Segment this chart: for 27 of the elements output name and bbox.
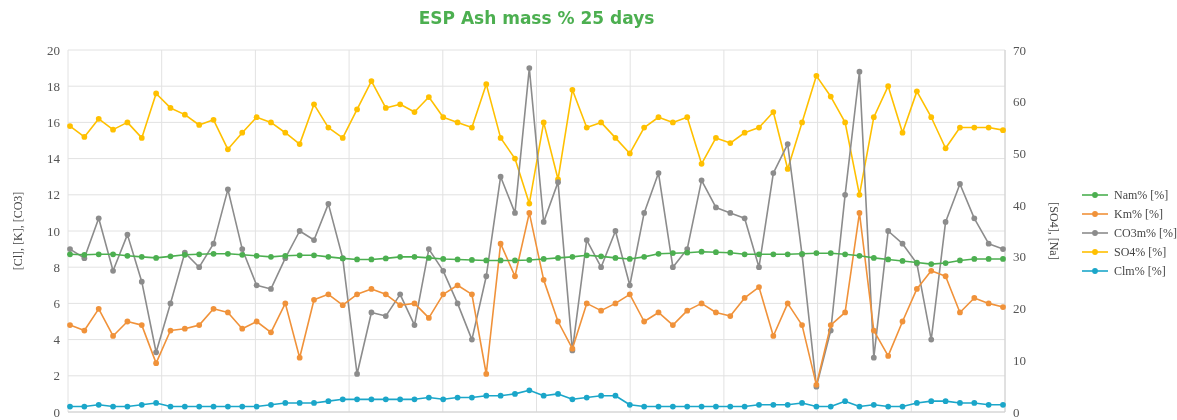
y2-tick-label: 70 [1013,42,1026,58]
y2-axis-title: [SO4], [Na] [1047,202,1061,260]
y-tick-label: 6 [53,295,61,311]
legend-label: Km% [%] [1114,207,1163,222]
y2-tick-label: 50 [1013,145,1026,161]
y2-tick-label: 40 [1013,197,1026,213]
y-tick-label: 8 [53,259,60,275]
legend-label: Nam% [%] [1114,188,1169,203]
chart-title: ESP Ash mass % 25 days [418,8,655,28]
y2-tick-label: 0 [1013,404,1020,420]
legend-label: SO4% [%] [1114,245,1167,260]
y-tick-label: 4 [53,332,61,348]
y-tick-label: 18 [47,78,60,94]
y-tick-label: 12 [47,187,60,203]
y2-tick-label: 20 [1013,301,1026,317]
y-tick-label: 2 [53,368,60,384]
legend-label: CO3m% [%] [1114,226,1177,241]
y2-tick-label: 30 [1013,249,1026,265]
y-tick-label: 16 [47,114,61,130]
y-tick-label: 10 [47,223,60,239]
y-axis-title: [Cl], [K], [CO3] [11,191,25,271]
y-tick-label: 14 [47,151,61,167]
y-tick-label: 0 [53,404,60,420]
y2-tick-label: 60 [1013,94,1026,110]
legend-label: Clm% [%] [1114,264,1166,279]
y-tick-label: 20 [47,42,60,58]
y2-tick-label: 10 [1013,352,1026,368]
